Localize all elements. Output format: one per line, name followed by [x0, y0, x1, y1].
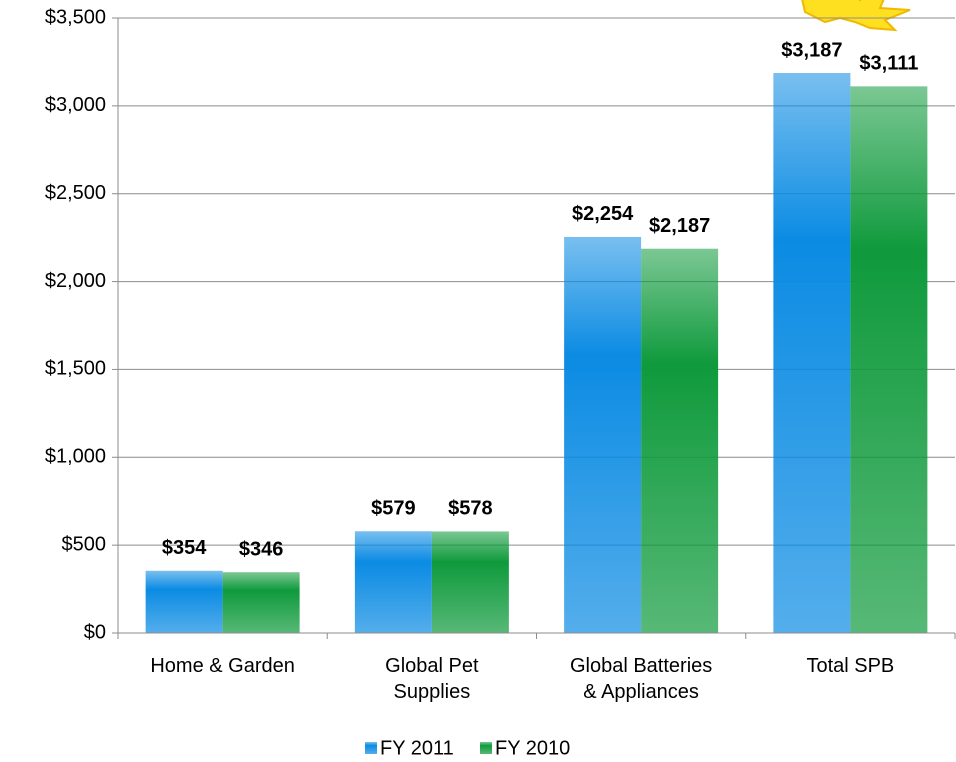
bar	[850, 86, 928, 634]
bar	[354, 531, 432, 633]
y-tick-label: $2,000	[45, 270, 106, 292]
y-tick-label: $1,000	[45, 446, 106, 468]
x-tick-label: Total SPB	[806, 655, 895, 677]
legend-swatch	[365, 742, 377, 754]
value-label: $2,187	[649, 215, 710, 237]
value-label: $3,111	[859, 53, 918, 75]
bar	[641, 248, 719, 633]
value-label: $579	[371, 498, 416, 520]
legend-swatch	[480, 742, 492, 754]
y-tick-label: $1,500	[45, 358, 106, 380]
value-label: $354	[162, 537, 207, 559]
legend-label: FY 2011	[380, 737, 454, 759]
bar	[773, 72, 851, 633]
y-tick-label: $500	[62, 533, 107, 555]
x-tick-label: Home & Garden	[150, 655, 295, 677]
bar	[431, 531, 509, 633]
bar	[145, 570, 223, 633]
y-tick-label: $3,500	[45, 6, 106, 28]
legend-label: FY 2010	[495, 737, 570, 759]
bar	[564, 236, 642, 633]
y-tick-label: $3,000	[45, 94, 106, 116]
y-tick-label: $2,500	[45, 182, 106, 204]
bar	[222, 572, 300, 633]
value-label: $578	[448, 498, 493, 520]
value-label: $346	[239, 538, 284, 560]
x-tick-label: Global Batteries & Appliances	[569, 655, 713, 703]
x-tick-label: Global Pet Supplies	[385, 655, 479, 703]
y-tick-label: $0	[84, 621, 106, 643]
value-label: $2,254	[572, 203, 634, 225]
value-label: $3,187	[781, 39, 842, 61]
sun-decoration	[801, 0, 911, 32]
